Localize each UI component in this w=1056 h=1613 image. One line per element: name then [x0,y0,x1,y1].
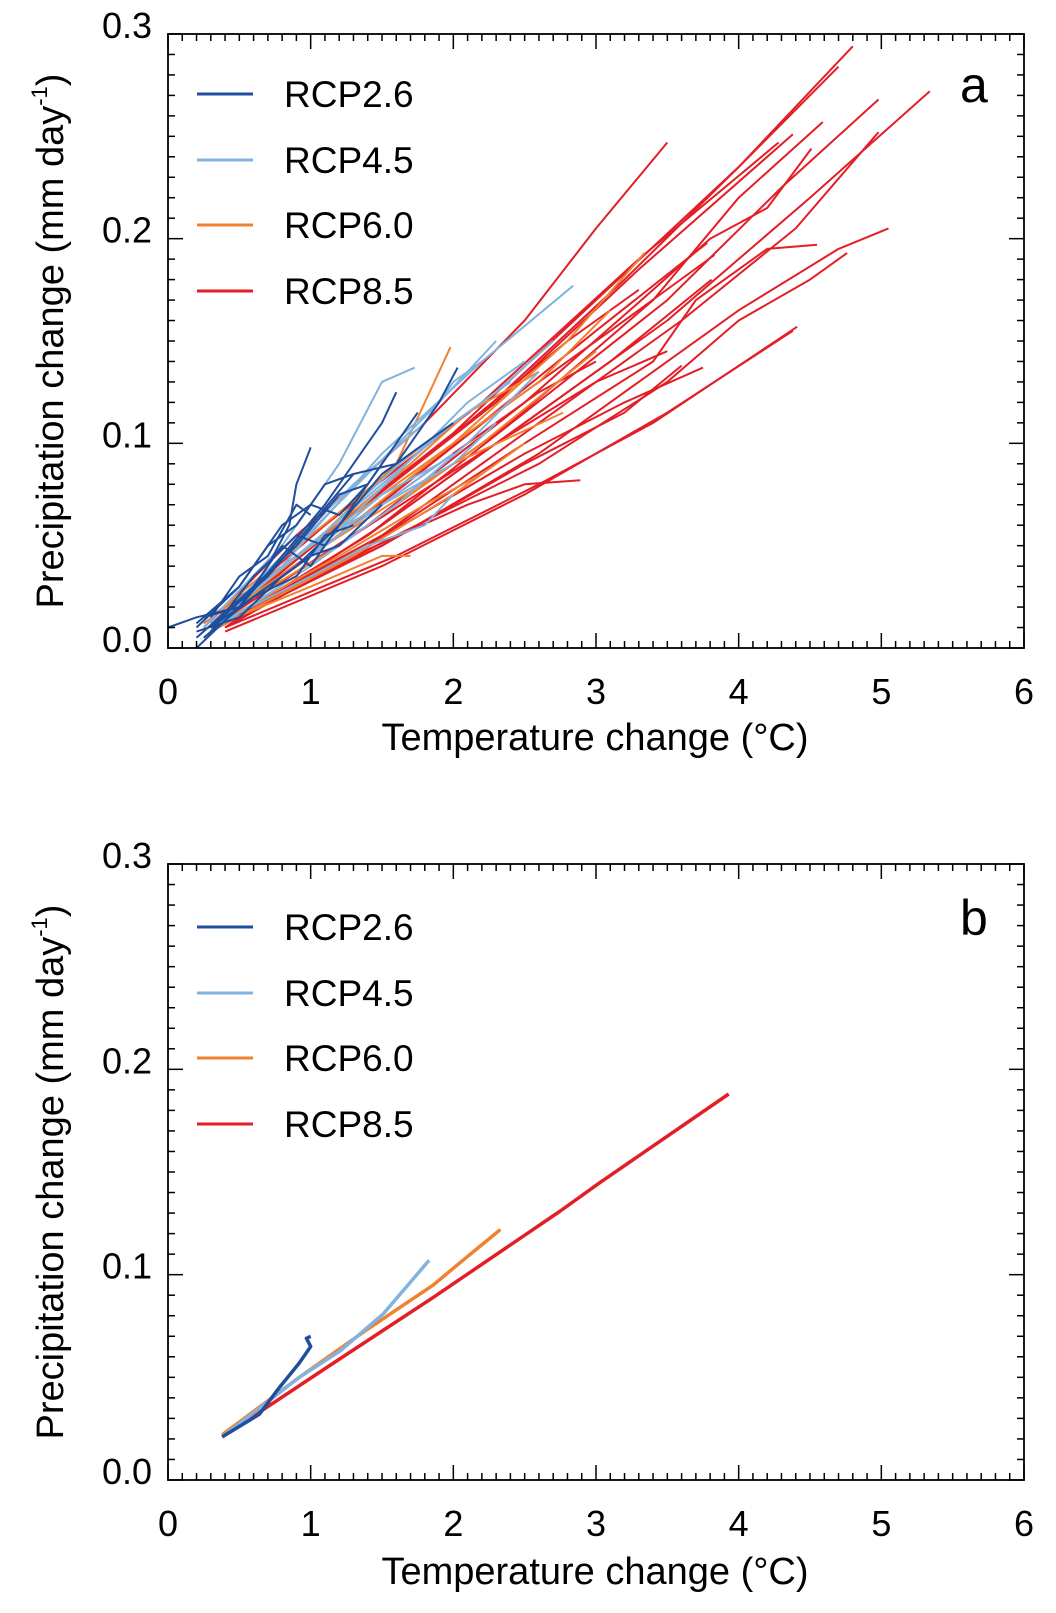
panel-b: 0 1 2 3 4 5 6 0.0 0.1 0.2 0.3 RCP2.6 RCP4.5 RCP6.0… [27,835,1034,1593]
x-axis-title: Temperature change (°C) [381,1551,808,1593]
series-line-rcp85 [210,364,683,629]
series-line-rcp26 [196,503,383,633]
x-tick-label: 4 [729,671,749,712]
panel-letter-a: a [960,57,988,113]
series-line-rcp60 [210,554,411,629]
series-lines [221,1092,730,1439]
x-tick-label: 0 [158,671,178,712]
legend-label-rcp26: RCP2.6 [284,907,414,948]
series-line-rcp26 [210,367,459,629]
panel-letter-b: b [960,890,988,946]
series-line-rcp45 [221,1259,431,1439]
y-tick-label: 0.3 [102,835,152,876]
series-line-rcp85 [224,329,794,633]
y-tick-label: 0.0 [102,619,152,660]
x-tick-label: 1 [301,671,321,712]
series-lines [167,45,931,649]
series-line-rcp60 [210,473,483,629]
series-line-rcp26 [209,503,312,618]
legend-label-rcp85: RCP8.5 [284,1104,414,1145]
x-tick-label: 3 [586,1503,606,1544]
y-tick-label: 0.2 [102,210,152,251]
series-line-rcp45 [202,366,416,629]
legend-label-rcp45: RCP4.5 [284,973,414,1014]
series-line-rcp85 [210,131,880,629]
x-tick-label: 5 [871,671,891,712]
x-tick-label: 0 [158,1503,178,1544]
axes: 0 1 2 3 4 5 6 0.0 0.1 0.2 0.3 [102,5,1034,712]
panel-a: 0 1 2 3 4 5 6 0.0 0.1 0.2 0.3 RCP2.6 RCP4.5 RCP6.0… [27,5,1034,759]
series-line-rcp45 [210,493,455,629]
legend-label-rcp60: RCP6.0 [284,205,414,246]
x-axis-title: Temperature change (°C) [381,717,808,759]
y-tick-label: 0.1 [102,1246,152,1287]
y-tick-label: 0.2 [102,1040,152,1081]
y-tick-label: 0.1 [102,414,152,455]
x-tick-label: 3 [586,671,606,712]
legend: RCP2.6 RCP4.5 RCP6.0 RCP8.5 [197,74,414,312]
y-axis-title: Precipitation change (mm day-1) [27,905,72,1440]
legend: RCP2.6 RCP4.5 RCP6.0 RCP8.5 [197,907,414,1145]
series-line-rcp45 [210,370,540,633]
legend-label-rcp85: RCP8.5 [284,271,414,312]
x-tick-label: 6 [1014,1503,1034,1544]
x-tick-label: 4 [729,1503,749,1544]
series-line-rcp26 [195,473,354,629]
x-tick-label: 1 [301,1503,321,1544]
x-tick-label: 2 [443,671,463,712]
series-line-rcp60 [210,309,612,625]
series-line-rcp26 [221,1334,313,1439]
y-tick-label: 0.3 [102,5,152,46]
legend-label-rcp26: RCP2.6 [284,74,414,115]
legend-label-rcp45: RCP4.5 [284,140,414,181]
series-line-rcp60 [217,442,526,629]
series-rcp26 [167,367,459,649]
series-rcp45 [221,1259,431,1439]
legend-label-rcp60: RCP6.0 [284,1038,414,1079]
series-line-rcp26 [203,524,354,639]
y-axis-title: Precipitation change (mm day-1) [27,74,72,609]
y-tick-label: 0.0 [102,1451,152,1492]
x-tick-label: 6 [1014,671,1034,712]
series-line-rcp85 [221,1092,730,1439]
series-line-rcp85 [217,278,713,629]
series-rcp26 [221,1334,313,1439]
axes: 0 1 2 3 4 5 6 0.0 0.1 0.2 0.3 [102,835,1034,1544]
x-tick-label: 5 [871,1503,891,1544]
x-tick-label: 2 [443,1503,463,1544]
series-rcp85 [221,1092,730,1439]
series-line-rcp26 [210,463,383,633]
